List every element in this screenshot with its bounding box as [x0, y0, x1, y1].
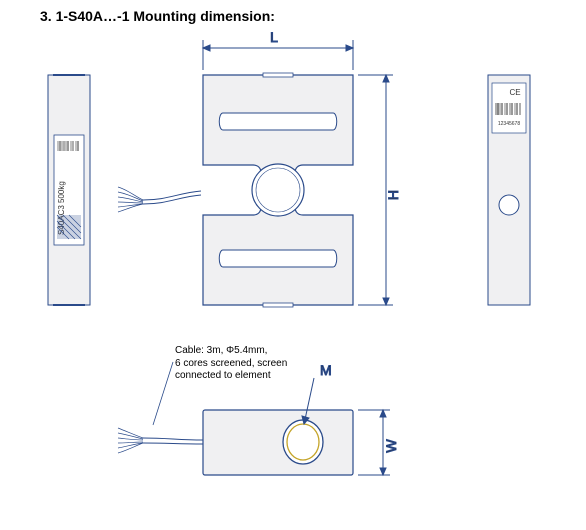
- bottom-view: [118, 410, 353, 475]
- svg-text:M: M: [320, 362, 332, 378]
- diagram-canvas: S40AC3 500kg: [18, 30, 563, 520]
- serial-label: 12345678: [498, 121, 520, 127]
- cable-note-line1: Cable: 3m, Φ5.4mm,: [175, 345, 287, 358]
- dim-W: W: [358, 410, 399, 475]
- cable-note-line2: 6 cores screened, screen: [175, 358, 287, 371]
- dim-H: H: [358, 75, 401, 305]
- svg-text:L: L: [270, 30, 278, 45]
- cable-note-line3: connected to element: [175, 370, 287, 383]
- diagram-title: 3. 1-S40A…-1 Mounting dimension:: [40, 8, 275, 24]
- svg-text:H: H: [385, 190, 401, 200]
- front-view: [118, 73, 353, 307]
- cable-note: Cable: 3m, Φ5.4mm, 6 cores screened, scr…: [175, 345, 287, 383]
- right-view: CE 12345678: [488, 75, 530, 305]
- cable-note-leader: [153, 362, 173, 425]
- left-view: S40AC3 500kg: [48, 75, 90, 305]
- svg-text:W: W: [383, 439, 399, 453]
- svg-text:CE: CE: [509, 88, 520, 97]
- dim-L: L: [203, 30, 353, 70]
